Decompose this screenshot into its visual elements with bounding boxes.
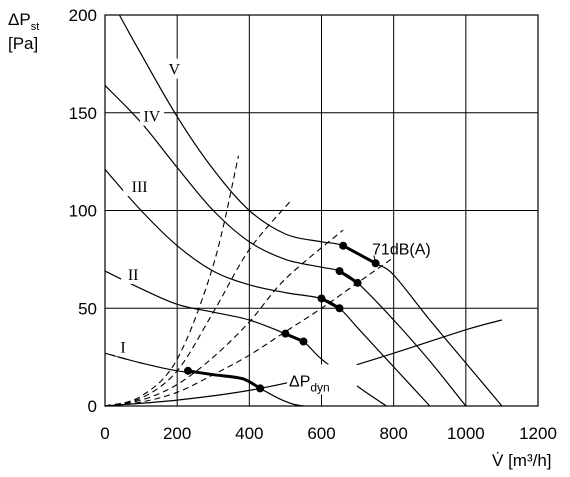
operating-point [299,337,308,346]
system-line-4 [104,256,395,407]
y-tick-label: 100 [69,202,97,221]
x-tick-label: 1000 [447,424,485,443]
x-tick-label: 200 [163,424,191,443]
plot-frame [104,14,539,407]
x-axis-label: V̇ [m³/h] [492,451,552,470]
system-line-3 [104,229,344,407]
curve-label-bg [121,264,146,285]
y-tick-labels: 0 50 100 150 200 [69,6,97,416]
series-line-3 [104,169,431,407]
operating-point [339,241,348,250]
y-axis-title: ΔPst [Pa] [8,10,39,53]
x-tick-label: 600 [307,424,335,443]
operating-segment-1 [186,369,262,390]
x-tick-label: 1200 [519,424,557,443]
annotation-dyn-sub: dyn [310,380,329,394]
series-line-5 [118,14,503,407]
x-tick-label: 400 [235,424,263,443]
x-tick-labels: 0 200 400 600 800 1000 1200 [100,424,557,443]
curve-label: V [168,62,180,79]
annotations: 71dB(A) ΔPdyn [287,242,431,395]
series-line-4 [104,84,467,407]
operating-points [183,241,380,393]
y-axis-label-main: ΔP [8,10,31,29]
curve-label: II [128,267,139,284]
system-line-2 [104,200,292,407]
y-tick-label: 0 [88,397,97,416]
curve-label-bg [166,58,182,79]
y-axis-label: ΔPst [8,10,39,33]
system-line-1 [104,155,240,407]
curve-label-bg [139,105,164,126]
y-axis-label-sub: st [31,21,40,33]
x-axis-title: V̇ [m³/h] [492,451,552,470]
y-tick-label: 50 [78,299,97,318]
annotation-dynamic-pressure: ΔPdyn [289,373,330,394]
curve-label-bg [115,336,131,357]
x-axis-label-unit: [m³/h] [508,451,551,470]
operating-point [335,304,344,313]
operating-point [256,384,265,393]
operating-point [335,267,344,276]
annotation-dyn-main: ΔP [289,373,310,390]
x-tick-label: 0 [100,424,109,443]
grid-lines [104,14,539,407]
curve-label: IV [143,109,160,126]
system-lines [104,155,395,407]
x-tick-label: 800 [379,424,407,443]
annotation-bg [287,364,358,395]
operating-point [317,294,326,303]
operating-segment-5 [341,244,378,265]
curve-label: I [120,339,125,356]
operating-point [281,329,290,338]
annotation-noise-level: 71dB(A) [372,242,431,259]
y-tick-label: 200 [69,6,97,25]
x-axis-label-main: V̇ [492,451,504,470]
y-axis-unit: [Pa] [8,34,38,53]
operating-point [183,366,192,375]
curve-label: III [132,179,148,196]
y-tick-label: 150 [69,104,97,123]
operating-point [353,278,362,287]
curve-label-bg [123,176,157,197]
annotation-leader [373,255,377,264]
